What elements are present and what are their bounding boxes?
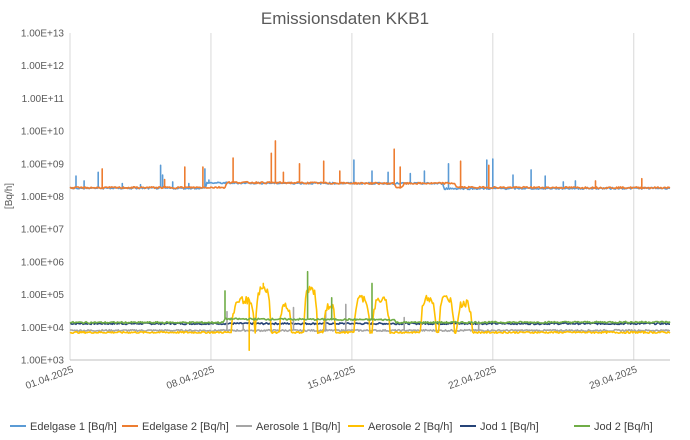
chart-title: Emissionsdaten KKB1 [261, 9, 429, 28]
series-layer [69, 140, 671, 351]
legend: Edelgase 1 [Bq/h] Edelgase 2 [Bq/h] Aeroso… [10, 421, 653, 433]
y-tick-label: 1.00E+04 [21, 323, 65, 334]
legend-label: Jod 2 [Bq/h] [594, 421, 653, 433]
y-axis-label: [Bq/h] [4, 183, 15, 209]
legend-label: Aerosole 1 [Bq/h] [256, 421, 340, 433]
y-tick-label: 1.00E+06 [21, 257, 65, 268]
series-line [69, 282, 671, 351]
series-line [69, 140, 671, 190]
legend-label: Jod 1 [Bq/h] [480, 421, 539, 433]
grid-layer [69, 33, 670, 361]
y-tick-label: 1.00E+03 [21, 356, 65, 367]
y-tick-label: 1.00E+08 [21, 192, 65, 203]
legend-label: Edelgase 1 [Bq/h] [30, 421, 117, 433]
legend-label: Edelgase 2 [Bq/h] [142, 421, 229, 433]
y-tick-label: 1.00E+10 [21, 127, 65, 138]
y-tick-label: 1.00E+07 [21, 225, 65, 236]
y-tick-label: 1.00E+05 [21, 290, 65, 301]
series-line [69, 270, 671, 325]
legend-label: Aerosole 2 [Bq/h] [368, 421, 452, 433]
y-tick-label: 1.00E+11 [22, 94, 65, 105]
y-tick-label: 1.00E+09 [21, 159, 65, 170]
y-tick-label: 1.00E+13 [21, 29, 65, 40]
y-tick-label: 1.00E+12 [21, 61, 65, 72]
y-tick-labels: 1.00E+03 1.00E+04 1.00E+05 1.00E+06 1.00E+07… [21, 29, 65, 367]
